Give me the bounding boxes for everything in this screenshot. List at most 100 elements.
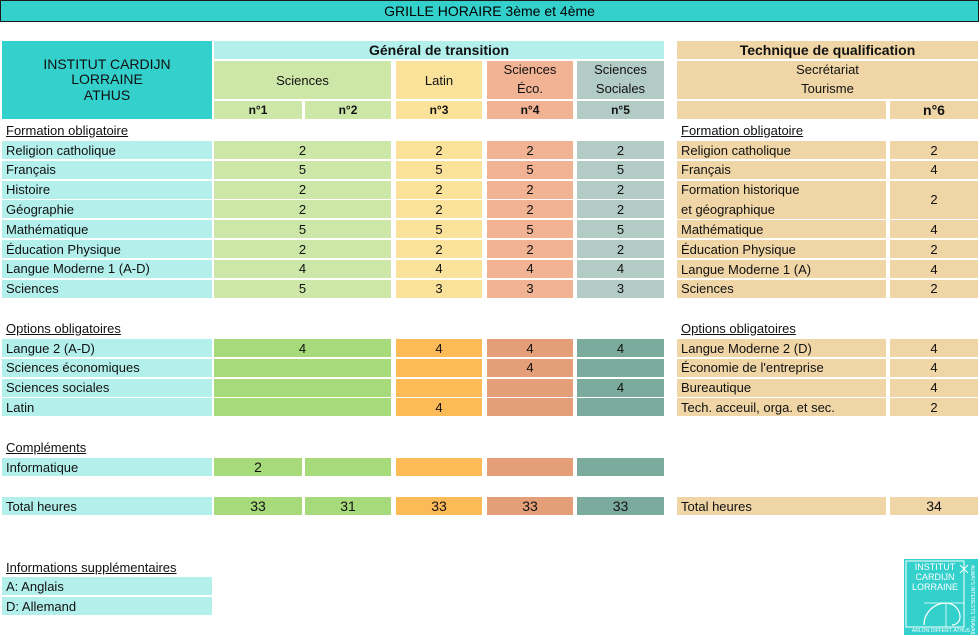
technique-section-formation: Formation obligatoire	[681, 122, 804, 138]
info-header: Informations supplémentaires	[6, 559, 177, 575]
total-n2: 31	[305, 497, 391, 515]
subject-label: Éducation Physique	[2, 240, 212, 258]
option-hours-sciences-sociales	[577, 398, 664, 417]
school-name-box: INSTITUT CARDIJN LORRAINE ATHUS	[2, 41, 212, 119]
subject-label: Langue Moderne 1 (A-D)	[2, 259, 212, 278]
technique-hours: 2	[890, 141, 978, 159]
info-item-anglais: A: Anglais	[2, 577, 212, 595]
technique-option-hours: 4	[890, 339, 978, 357]
subject-label: Français	[2, 160, 212, 179]
technique-total-label: Total heures	[677, 497, 886, 515]
option-hours-latin	[396, 378, 482, 397]
num-5: n°5	[577, 101, 664, 119]
hours-sciences-sociales: 2	[577, 141, 664, 159]
option-hours-latin	[396, 358, 482, 377]
num-4: n°4	[487, 101, 573, 119]
hours-latin: 4	[396, 259, 482, 278]
hours-sciences-eco: 5	[487, 220, 573, 239]
general-header: Général de transition	[214, 41, 664, 59]
hours-latin: 5	[396, 160, 482, 179]
technique-sub-secretariat: Secrétariat	[796, 62, 859, 78]
page-title: GRILLE HORAIRE 3ème et 4ème	[0, 0, 979, 22]
hours-sciences-sociales: 2	[577, 240, 664, 258]
school-name-line1: INSTITUT CARDIJN	[43, 55, 171, 72]
complement-hours-n2	[305, 458, 391, 476]
hours-sciences: 5	[214, 279, 391, 298]
technique-subject-label: Éducation Physique	[677, 240, 886, 259]
technique-subject-label: Français	[677, 160, 886, 179]
option-label: Langue 2 (A-D)	[2, 339, 212, 357]
technique-option-hours: 4	[890, 378, 978, 397]
group-sciences-eco-line2: Éco.	[516, 81, 543, 96]
technique-hours: 2	[890, 180, 978, 219]
complement-hours-sciences-sociales	[577, 458, 664, 476]
technique-subject-label: Langue Moderne 1 (A)	[677, 260, 886, 278]
total-n4: 33	[487, 497, 573, 515]
technique-subject-label: Religion catholique	[677, 141, 886, 159]
hours-sciences: 2	[214, 180, 391, 199]
technique-sub-tourisme: Tourisme	[801, 81, 854, 96]
hours-sciences-sociales: 2	[577, 200, 664, 219]
technique-option-label: Tech. acceuil, orga. et sec.	[677, 398, 886, 417]
technique-num-spacer	[677, 101, 886, 119]
hours-sciences-eco: 5	[487, 160, 573, 179]
school-logo: INSTITUT CARDIJN LORRAINE ALWAYS INTERES…	[904, 559, 978, 635]
technique-hours: 2	[890, 240, 978, 259]
logo-bottom-text: ARLON·DIFFERT·ATHUS	[911, 628, 971, 634]
option-label: Sciences économiques	[2, 358, 212, 377]
group-sciences-eco-line1: Sciences	[503, 62, 557, 78]
group-sciences: Sciences	[214, 61, 391, 99]
hours-latin: 2	[396, 240, 482, 258]
option-hours-sciences	[214, 358, 391, 377]
section-complements: Compléments	[6, 439, 87, 455]
num-2: n°2	[305, 101, 391, 119]
logo-side-text: ALWAYS INTERESTS TRAVAIL	[969, 565, 975, 635]
option-hours-latin: 4	[396, 339, 482, 357]
logo-line1: INSTITUT	[914, 562, 956, 572]
complement-hours-sciences-eco	[487, 458, 573, 476]
technique-option-hours: 4	[890, 358, 978, 377]
technique-option-hours: 2	[890, 398, 978, 417]
option-hours-sciences: 4	[214, 339, 391, 357]
option-hours-sciences-sociales: 4	[577, 339, 664, 357]
group-latin: Latin	[396, 61, 482, 99]
option-hours-latin: 4	[396, 398, 482, 417]
section-options: Options obligatoires	[6, 320, 121, 336]
hours-sciences: 2	[214, 200, 391, 219]
technique-option-label: Langue Moderne 2 (D)	[677, 339, 886, 357]
technique-subject-label: Sciences	[677, 279, 886, 298]
num-1: n°1	[214, 101, 302, 119]
technique-subheader: Secrétariat Tourisme	[677, 61, 978, 99]
technique-header: Technique de qualification	[677, 41, 978, 59]
logo-text: INSTITUT CARDIJN LORRAINE	[907, 562, 963, 592]
school-name-line3: ATHUS	[83, 86, 131, 103]
technique-subject-label: Mathématique	[677, 220, 886, 239]
technique-hours: 4	[890, 160, 978, 179]
subject-label: Sciences	[2, 279, 212, 298]
hours-sciences: 2	[214, 141, 391, 159]
technique-total-n6: 34	[890, 497, 978, 515]
subject-label: Mathématique	[2, 220, 212, 239]
school-name-line2: LORRAINE	[71, 71, 143, 88]
hours-sciences-eco: 2	[487, 200, 573, 219]
complement-hours-latin	[396, 458, 482, 476]
num-6: n°6	[890, 101, 978, 119]
info-item-allemand: D: Allemand	[2, 597, 212, 615]
option-hours-sciences-eco	[487, 378, 573, 397]
hours-sciences: 5	[214, 220, 391, 239]
technique-hours: 4	[890, 260, 978, 278]
option-hours-sciences-sociales	[577, 358, 664, 377]
hours-sciences-eco: 2	[487, 180, 573, 199]
hours-sciences-eco: 2	[487, 240, 573, 258]
technique-hours: 4	[890, 220, 978, 239]
technique-hours: 2	[890, 279, 978, 298]
hours-sciences: 4	[214, 259, 391, 278]
group-sciences-eco: Sciences Éco.	[487, 61, 573, 99]
technique-option-label: Bureautique	[677, 378, 886, 397]
hours-latin: 2	[396, 180, 482, 199]
option-label: Latin	[2, 398, 212, 417]
complement-label: Informatique	[2, 458, 212, 476]
option-hours-sciences	[214, 398, 391, 417]
option-hours-sciences-eco: 4	[487, 339, 573, 357]
technique-option-label: Économie de l'entreprise	[677, 358, 886, 377]
